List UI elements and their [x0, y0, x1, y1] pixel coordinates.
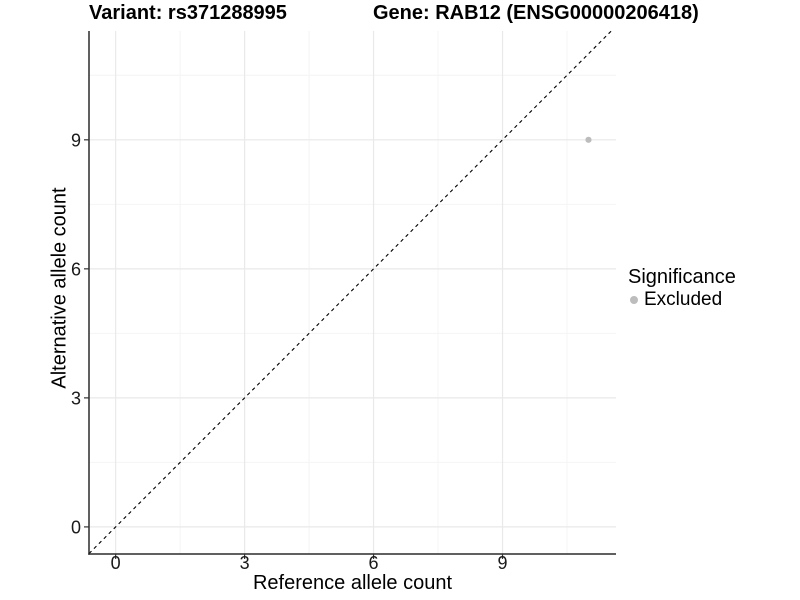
x-tick-label: 3	[240, 553, 250, 573]
plot-title-gene: Gene: RAB12 (ENSG00000206418)	[373, 2, 699, 24]
y-tick-label: 9	[71, 130, 81, 150]
y-tick-label: 3	[71, 388, 81, 408]
x-tick-label: 9	[498, 553, 508, 573]
plot-title-variant: Variant: rs371288995	[89, 2, 287, 24]
x-tick-label: 0	[111, 553, 121, 573]
y-tick-label: 0	[71, 517, 81, 537]
legend-title: Significance	[628, 266, 736, 288]
y-tick-label: 6	[71, 259, 81, 279]
x-axis-title: Reference allele count	[252, 572, 452, 594]
y-axis-title: Alternative allele count	[48, 187, 71, 389]
data-point	[585, 136, 592, 143]
legend-entry-label: Excluded	[644, 288, 723, 310]
identity-line	[88, 30, 612, 554]
legend: Significance Excluded	[628, 267, 736, 310]
x-tick-label: 6	[369, 553, 379, 573]
excluded-marker-icon	[630, 295, 638, 304]
legend-entry-excluded: Excluded	[628, 289, 736, 310]
